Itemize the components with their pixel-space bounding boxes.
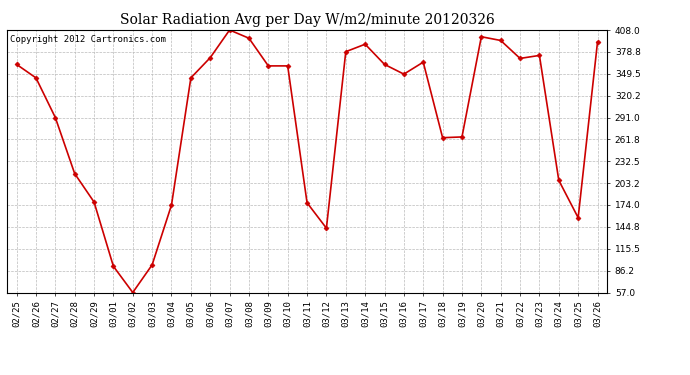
Title: Solar Radiation Avg per Day W/m2/minute 20120326: Solar Radiation Avg per Day W/m2/minute … (119, 13, 495, 27)
Text: Copyright 2012 Cartronics.com: Copyright 2012 Cartronics.com (10, 35, 166, 44)
